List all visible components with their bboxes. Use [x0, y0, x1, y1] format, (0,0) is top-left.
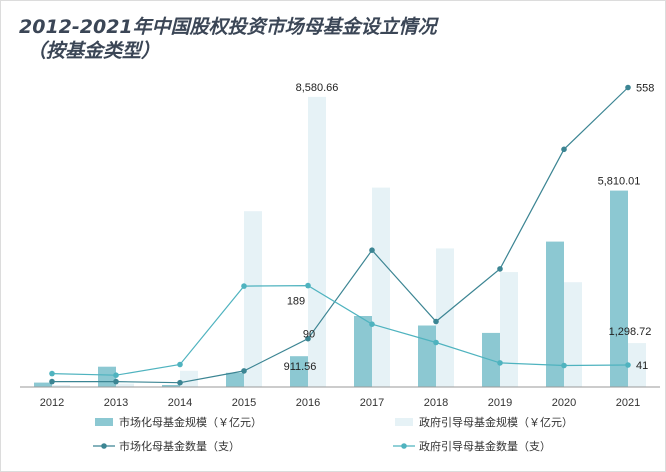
x-tick-2019: 2019: [488, 397, 512, 409]
legend-swatch-0: [95, 418, 113, 426]
gov-count-point-2021: [625, 362, 631, 368]
gov-count-line: [51, 284, 629, 376]
gov-count-point-2020: [561, 362, 567, 369]
gov-bar-2019: [500, 272, 518, 387]
gov-bar-2012: [52, 385, 70, 387]
data-label-0-2016: 911.56: [284, 361, 317, 373]
legend-label-2: 市场化母基金数量（支）: [119, 439, 240, 453]
market-count-line: [52, 87, 629, 384]
market-bar-2018: [418, 325, 436, 387]
market-bar-2013: [98, 366, 116, 387]
market-count-point-2014: [177, 379, 183, 386]
data-label-3-2016: 189: [287, 296, 305, 308]
x-tick-2015: 2015: [232, 397, 256, 409]
x-tick-2013: 2013: [104, 397, 128, 409]
gov-count-point-2016: [305, 282, 311, 289]
gov-bar-2021: [628, 343, 646, 387]
legend-label-0: 市场化母基金规模（￥亿元）: [119, 415, 262, 429]
market-bar-2015: [226, 372, 244, 387]
market-count-point-2020: [561, 146, 567, 153]
data-label-1-2021: 1,298.72: [609, 326, 652, 338]
market-bar-2012: [34, 382, 52, 387]
market-count-point-2015: [241, 368, 247, 374]
gov-count-point-2018: [433, 339, 439, 346]
gov-count-point-2014: [177, 361, 183, 368]
legend-label-3: 政府引导母基金数量（支）: [419, 439, 551, 453]
legend-swatch-1: [395, 418, 413, 426]
gov-bar-2014: [180, 370, 198, 387]
chart-title-line-1: 2012-2021年中国股权投资市场母基金设立情况: [19, 16, 437, 38]
x-tick-2020: 2020: [552, 397, 576, 409]
x-tick-2014: 2014: [168, 397, 192, 409]
gov-bar-2018: [436, 248, 454, 387]
chart-title: 2012-2021年中国股权投资市场母基金设立情况 （按基金类型）: [19, 15, 437, 63]
gov-bar-2013: [116, 383, 134, 387]
market-count-point-2016: [305, 335, 311, 342]
x-tick-2017: 2017: [360, 397, 384, 409]
market-bar-2020: [546, 241, 564, 387]
legend-marker-2: [101, 443, 107, 449]
market-bar-2017: [354, 316, 372, 387]
market-count-point-2018: [433, 318, 439, 325]
gov-bar-2016: [308, 96, 326, 388]
market-count-point-2019: [497, 266, 503, 272]
market-count-point-2013: [113, 378, 119, 385]
x-tick-2021: 2021: [616, 397, 640, 409]
data-label-3-2021: 41: [636, 360, 648, 372]
gov-bar-2015: [244, 211, 262, 387]
market-count-point-2021: [625, 84, 631, 91]
market-bar-2014: [162, 385, 180, 387]
x-tick-2018: 2018: [424, 397, 448, 409]
gov-count-point-2015: [241, 283, 247, 289]
gov-count-point-2012: [49, 370, 55, 377]
market-count-point-2012: [49, 378, 55, 385]
data-label-2-2016: 90: [303, 329, 315, 341]
data-label-2-2021: 558: [636, 83, 654, 95]
gov-bar-2017: [372, 187, 390, 387]
legend-marker-3: [401, 443, 407, 449]
data-label-1-2016: 8,580.66: [296, 82, 339, 94]
chart-title-line-2: （按基金类型）: [27, 40, 161, 62]
market-bar-2021: [610, 190, 628, 387]
gov-bar-2020: [564, 282, 582, 387]
data-label-0-2021: 5,810.01: [598, 176, 641, 188]
market-bar-2016: [290, 356, 308, 387]
legend-label-1: 政府引导母基金规模（￥亿元）: [419, 415, 573, 429]
market-count-point-2017: [369, 247, 375, 253]
gov-count-point-2013: [113, 372, 119, 379]
gov-count-point-2019: [497, 360, 503, 366]
gov-count-point-2017: [369, 321, 375, 328]
x-tick-2016: 2016: [296, 397, 320, 409]
x-tick-2012: 2012: [40, 397, 64, 409]
